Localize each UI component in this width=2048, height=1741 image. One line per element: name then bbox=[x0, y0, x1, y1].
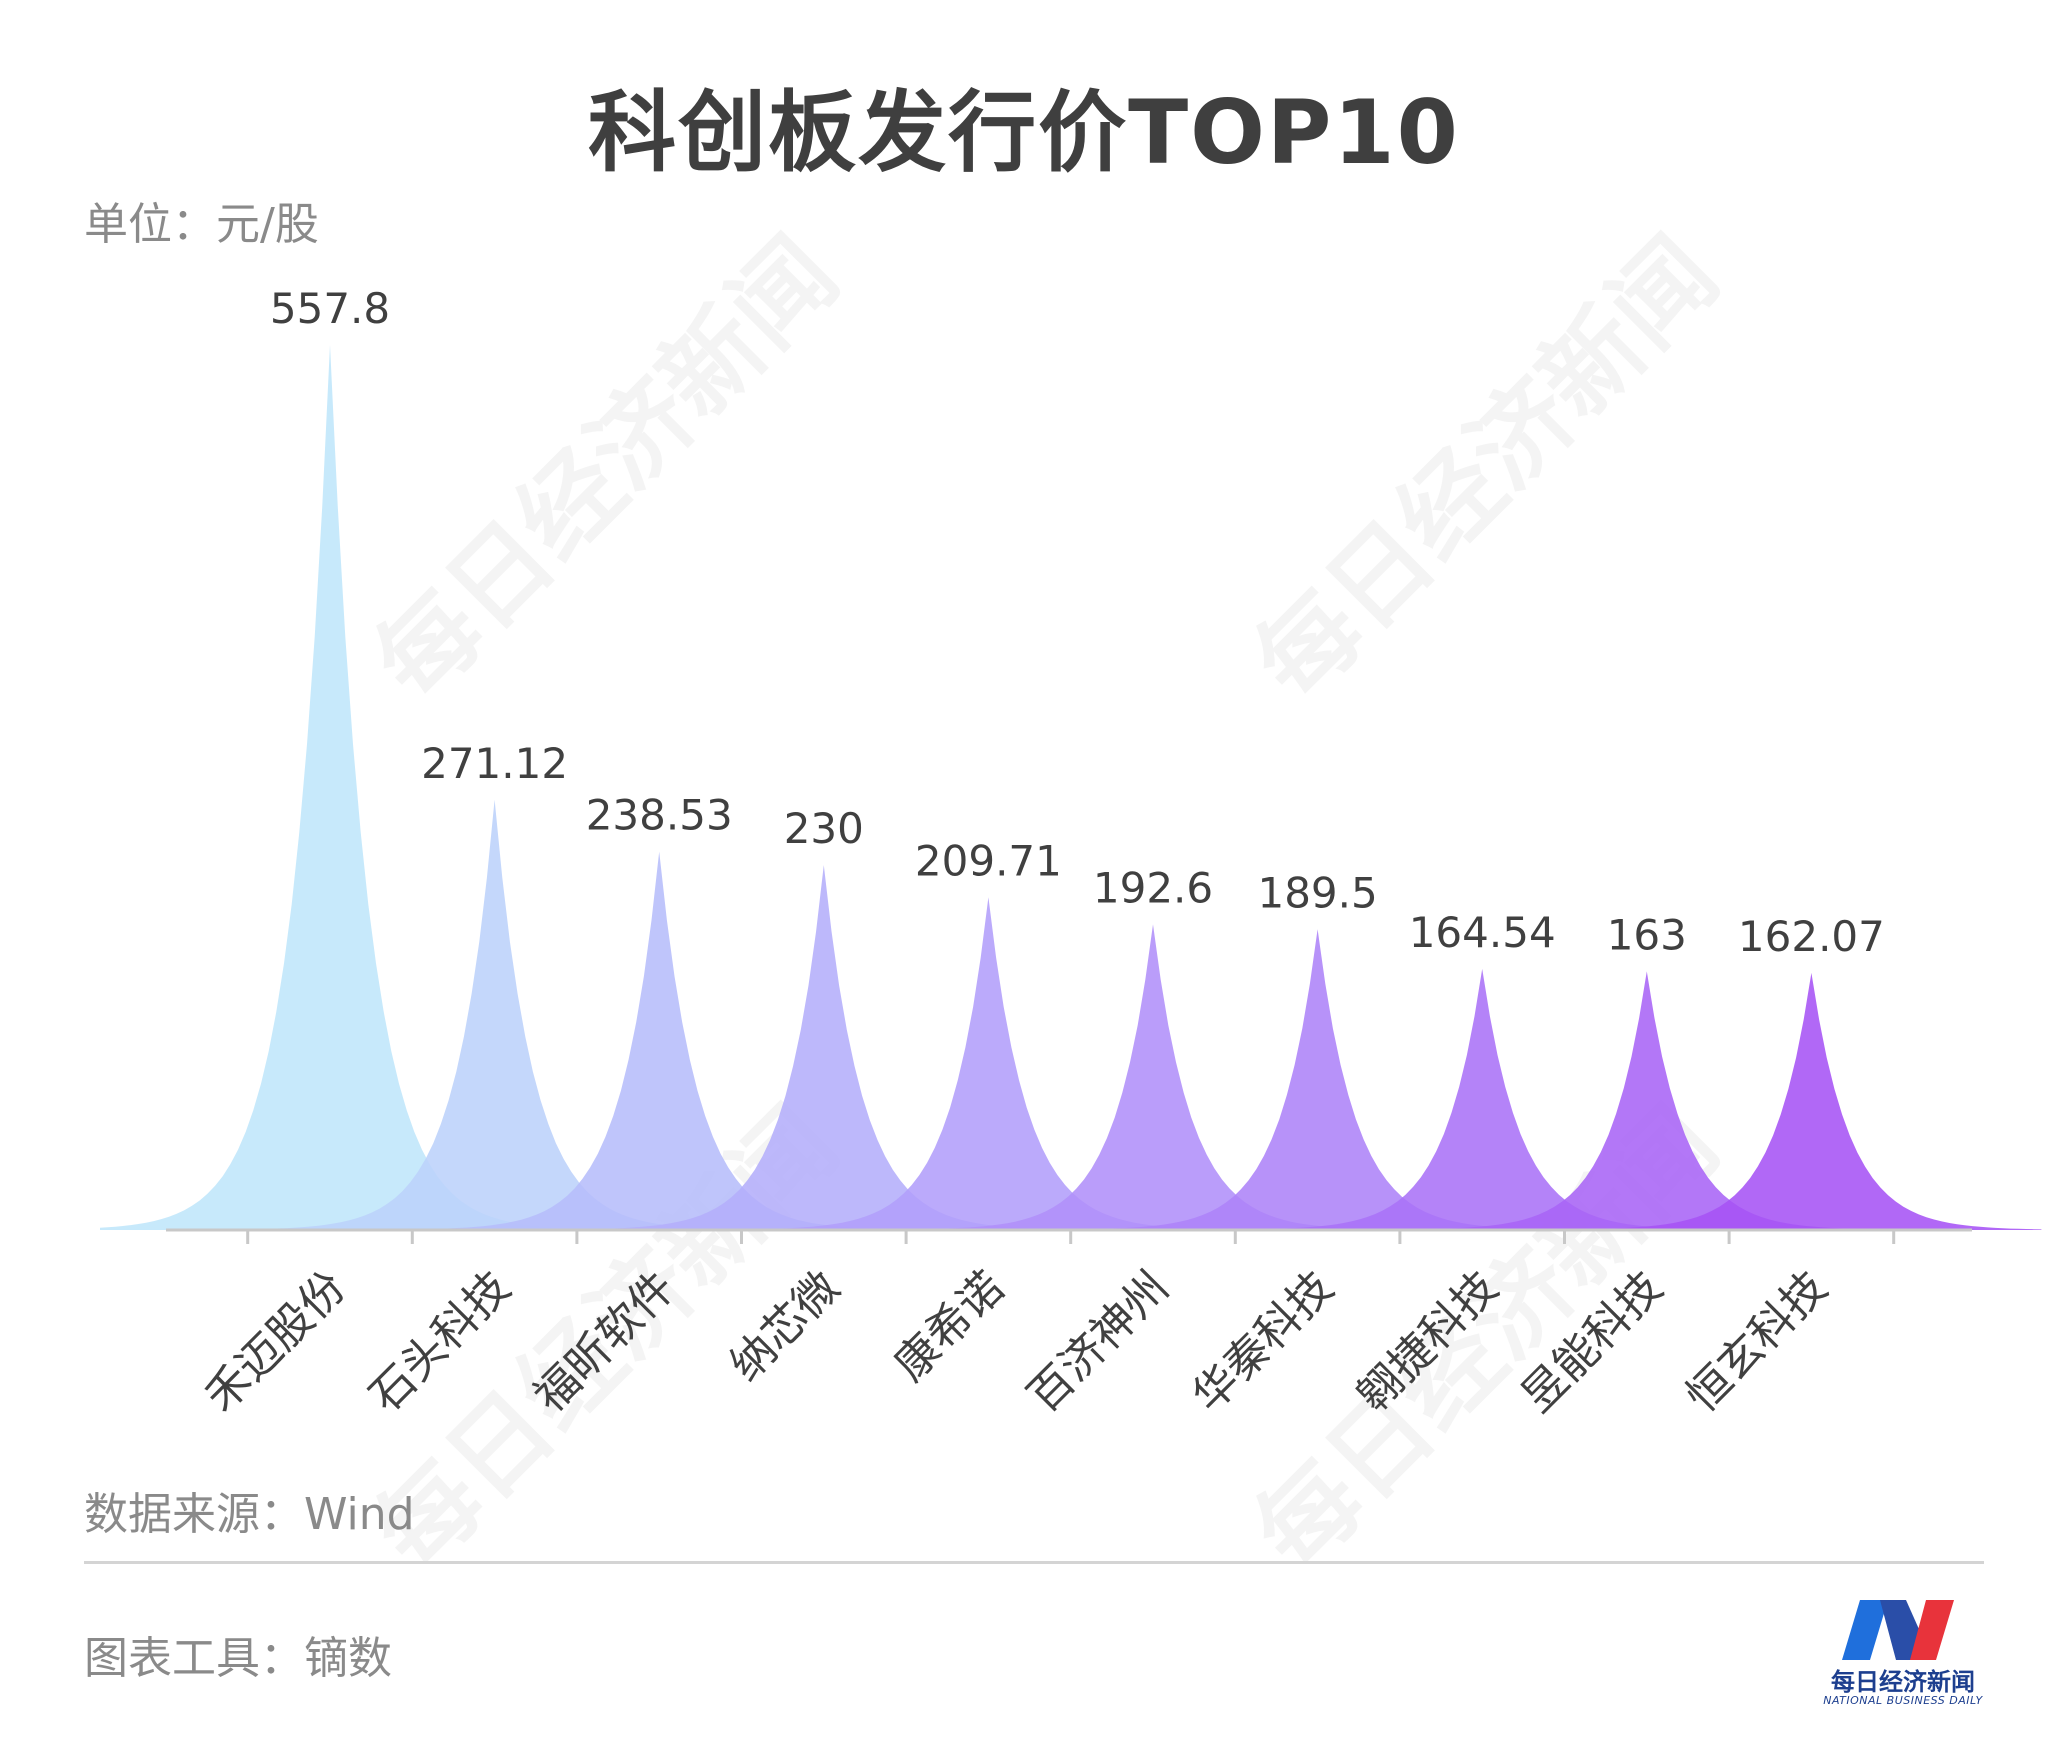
peak-4 bbox=[758, 897, 1219, 1230]
category-label-4: 康希诺 bbox=[885, 1262, 1014, 1391]
source-label: 数据来源：Wind bbox=[84, 1489, 415, 1540]
category-label-0: 禾迈股份 bbox=[195, 1262, 356, 1423]
value-label-0: 557.8 bbox=[270, 284, 390, 333]
tool-label: 图表工具：镝数 bbox=[84, 1633, 392, 1684]
chart-title: 科创板发行价TOP10 bbox=[588, 81, 1460, 184]
category-label-2: 福昕软件 bbox=[524, 1262, 685, 1423]
value-label-2: 238.53 bbox=[586, 791, 733, 840]
value-label-7: 164.54 bbox=[1409, 908, 1556, 957]
ticks-layer bbox=[246, 1230, 1896, 1244]
unit-label: 单位：元/股 bbox=[84, 199, 319, 250]
value-label-3: 230 bbox=[784, 804, 864, 853]
logo-cn-text: 每日经济新闻 bbox=[1831, 1667, 1975, 1696]
category-labels-layer: 禾迈股份 石头科技 福昕软件 纳芯微 康希诺 百济神州 华秦科技 翱捷科技 昱能科技 恒玄科技 bbox=[195, 1262, 1837, 1423]
value-label-5: 192.6 bbox=[1093, 863, 1213, 912]
value-labels-layer: 557.8 271.12 238.53 230 209.71 192.6 189.5 164.… bbox=[270, 284, 1885, 961]
footer-divider bbox=[84, 1561, 1984, 1564]
peak-8 bbox=[1416, 971, 1877, 1230]
category-label-8: 昱能科技 bbox=[1512, 1262, 1673, 1423]
category-label-5: 百济神州 bbox=[1018, 1262, 1179, 1423]
category-label-7: 翱捷科技 bbox=[1347, 1262, 1508, 1423]
peak-7 bbox=[1252, 968, 1713, 1230]
category-label-3: 纳芯微 bbox=[720, 1262, 849, 1391]
peak-9 bbox=[1581, 972, 2042, 1230]
peak-2 bbox=[429, 851, 890, 1230]
category-label-1: 石头科技 bbox=[360, 1262, 521, 1423]
nbd-logo-icon bbox=[1842, 1600, 1954, 1660]
peak-5 bbox=[923, 924, 1383, 1230]
logo-en-text: NATIONAL BUSINESS DAILY bbox=[1823, 1694, 1983, 1707]
peak-6 bbox=[1087, 929, 1548, 1230]
category-label-6: 华秦科技 bbox=[1183, 1262, 1344, 1423]
peak-0 bbox=[100, 345, 560, 1230]
category-label-9: 恒玄科技 bbox=[1677, 1262, 1838, 1423]
value-label-9: 162.07 bbox=[1738, 912, 1885, 961]
value-label-1: 271.12 bbox=[421, 739, 568, 788]
peak-1 bbox=[264, 799, 725, 1230]
peaks-layer bbox=[100, 345, 2042, 1230]
peak-3 bbox=[593, 865, 1054, 1230]
value-label-8: 163 bbox=[1607, 910, 1687, 959]
value-label-4: 209.71 bbox=[915, 836, 1062, 885]
value-label-6: 189.5 bbox=[1257, 868, 1377, 917]
